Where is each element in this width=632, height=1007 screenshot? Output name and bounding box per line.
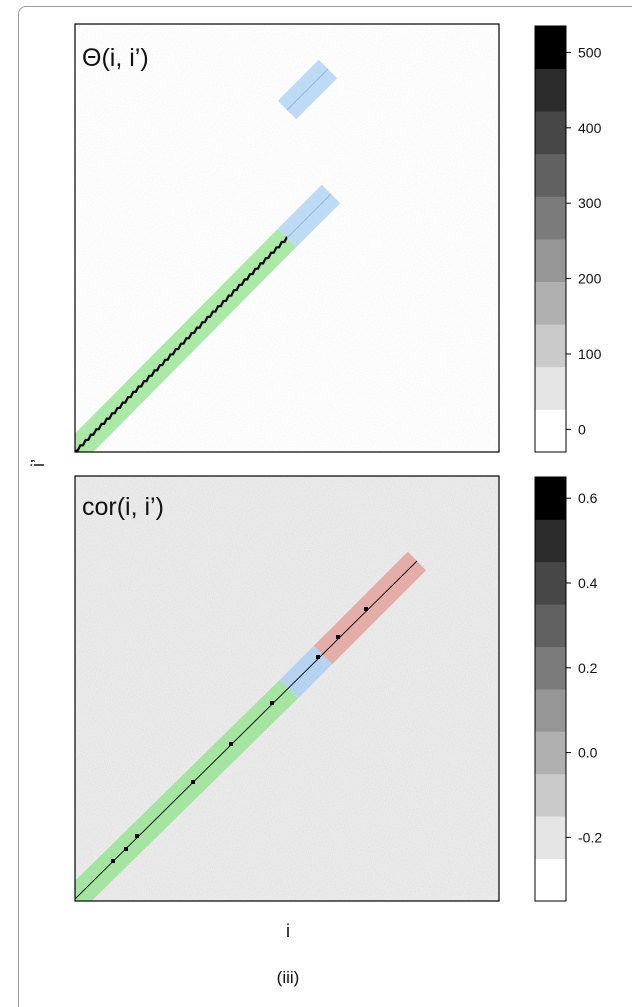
theta-colorbar-border [534, 25, 567, 453]
theta-colorbar-level [535, 68, 566, 112]
cor-colorbar-tick-label: 0.2 [578, 660, 598, 676]
cor-colorbar-level [535, 858, 566, 902]
cor-colorbar-tick-label: 0.0 [578, 745, 598, 761]
cor-diagonal-line [75, 560, 418, 900]
cor-diagonal-dot [229, 742, 233, 746]
cor-diagonal-dot [336, 635, 340, 639]
cor-colorbar-level [535, 816, 566, 859]
theta-colorbar-level [535, 366, 566, 410]
theta-colorbar-tick-label: 0 [578, 421, 586, 437]
theta-colorbar-level [535, 26, 566, 69]
cor-colorbar-level [535, 646, 566, 690]
cor-border [74, 475, 500, 902]
figure-label: (iii) [277, 968, 300, 987]
cor-colorbar: 0.6 0.4 0.2 0.0 -0.2 [534, 476, 602, 902]
cor-colorbar-level [535, 561, 566, 605]
theta-blue-diagonal [286, 193, 332, 239]
cor-colorbar-tick-label: 0.4 [578, 575, 598, 591]
cor-colorbar-level [535, 731, 566, 775]
cor-diagonal-dot [124, 847, 128, 851]
theta-colorbar-level [535, 111, 566, 155]
cor-diagonal-dot [316, 655, 320, 659]
cor-diagonal-dot [364, 607, 368, 611]
cor-title: cor(i, i’) [82, 493, 164, 521]
theta-colorbar-tick-label: 500 [578, 44, 602, 60]
cor-diagonal-dot [270, 701, 274, 705]
theta-colorbar-tick-label: 300 [578, 195, 602, 211]
theta-colorbar-tick-label: 400 [578, 120, 602, 136]
cor-colorbar-level [535, 773, 566, 817]
cor-diagonal-dot [111, 859, 115, 863]
cor-blue-band [279, 645, 333, 699]
theta-border [74, 23, 500, 453]
theta-offset-diagonal [286, 68, 329, 111]
theta-colorbar-tick-label: 100 [578, 346, 602, 362]
theta-panel: Θ(i, i’) [74, 23, 500, 453]
cor-colorbar-tick-label: -0.2 [578, 829, 602, 845]
cor-colorbar-border [534, 476, 567, 902]
x-axis-label: i [286, 921, 290, 941]
theta-colorbar: 500 400 300 200 100 0 [534, 25, 602, 453]
cor-diagonal-dot [191, 780, 195, 784]
theta-colorbar-tick-label: 200 [578, 271, 602, 287]
cor-diagonal-dot [135, 834, 139, 838]
cor-colorbar-tick-label: 0.6 [578, 490, 598, 506]
cor-colorbar-level [535, 604, 566, 647]
cor-colorbar-level [535, 519, 566, 563]
theta-colorbar-level [535, 281, 566, 325]
cor-colorbar-level [535, 689, 566, 732]
theta-colorbar-level [535, 153, 566, 197]
theta-title: Θ(i, i’) [82, 44, 149, 72]
cor-colorbar-level [535, 477, 566, 520]
theta-colorbar-level [535, 196, 566, 240]
theta-colorbar-level [535, 324, 566, 368]
theta-colorbar-level [535, 239, 566, 282]
figure-frame [18, 6, 632, 1007]
y-axis-label: i’ [28, 459, 48, 467]
theta-colorbar-level [535, 409, 566, 453]
theta-diagonal-line [75, 236, 288, 452]
cor-panel: cor(i, i’) [74, 475, 500, 902]
